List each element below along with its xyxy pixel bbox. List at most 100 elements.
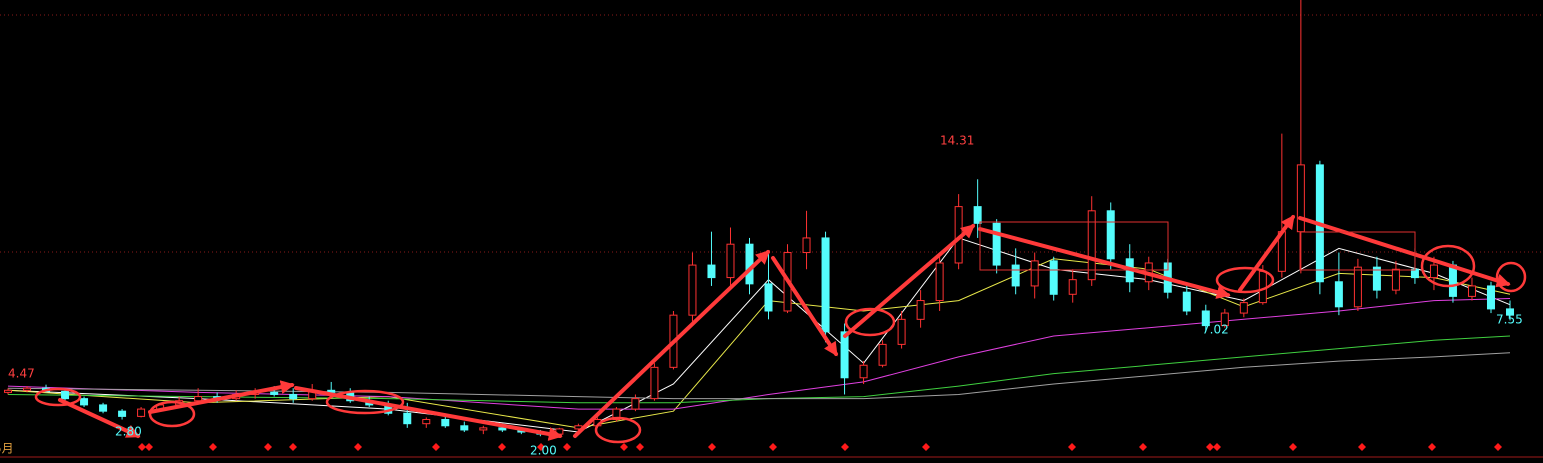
price-label: 7.02 [1202, 323, 1229, 337]
candle-body [4, 389, 12, 393]
candle-body [859, 364, 868, 379]
signal-diamond [209, 443, 217, 451]
candle-body [23, 387, 32, 391]
arrow [294, 386, 563, 441]
candle-body [555, 428, 564, 435]
candle-body [802, 237, 811, 254]
candle-body [764, 283, 773, 312]
highlight-ellipse [325, 389, 405, 415]
highlight-ellipse [844, 307, 896, 337]
arrow [573, 250, 771, 438]
candle-body [745, 243, 754, 285]
candle-body [137, 408, 146, 417]
candle-body [1011, 264, 1020, 287]
annotations [34, 214, 1527, 444]
candle-body [1239, 302, 1248, 314]
arrow [58, 398, 141, 438]
candle-body [897, 318, 906, 345]
candle-body [1220, 312, 1229, 327]
candle-body [631, 398, 640, 410]
signal-diamond [1139, 443, 1147, 451]
signal-diamond [354, 443, 362, 451]
candle-body [1049, 260, 1058, 295]
candle-body [118, 410, 127, 417]
candle-body [1372, 266, 1381, 291]
candle-body [612, 408, 621, 421]
candle-body [99, 404, 108, 412]
arrow [148, 380, 295, 414]
signal-diamond [769, 443, 777, 451]
candle-body [270, 391, 279, 395]
signal-diamond [1289, 443, 1297, 451]
candle-body [1506, 308, 1514, 316]
signal-diamond [708, 443, 716, 451]
signal-diamond [841, 443, 849, 451]
signal-diamond [1494, 443, 1502, 451]
price-label: 4.47 [8, 367, 35, 381]
candle-body [1030, 260, 1039, 287]
price-label: 14.31 [940, 134, 974, 148]
candle-body [422, 419, 431, 425]
signal-diamond [1358, 443, 1366, 451]
ma-line [7, 298, 1511, 410]
signal-diamond [1428, 443, 1436, 451]
range-box [1299, 231, 1416, 271]
signal-diamond [264, 443, 272, 451]
ma-line [7, 335, 1511, 404]
candle-body [1106, 210, 1115, 260]
candle-body [1068, 279, 1077, 295]
arrow [843, 224, 976, 338]
candle-body [935, 262, 944, 302]
candle-body [479, 427, 488, 431]
signal-diamond [1213, 443, 1221, 451]
signal-diamond [922, 443, 930, 451]
candle-body [916, 300, 925, 320]
candle-body [973, 206, 982, 224]
signal-diamond [537, 443, 545, 451]
candle-body [1448, 264, 1457, 297]
signal-diamond [432, 443, 440, 451]
candle-body [688, 264, 697, 316]
signal-diamond [289, 443, 297, 451]
candle-body [840, 331, 849, 379]
signal-diamond [1068, 443, 1076, 451]
candle-body [194, 396, 203, 402]
candle-body [1467, 285, 1476, 297]
signal-diamond [563, 443, 571, 451]
candle-body [1486, 285, 1495, 310]
signal-diamond [145, 443, 153, 451]
candle-body [403, 412, 412, 425]
candle-body [80, 398, 89, 406]
candle-body [498, 427, 507, 431]
candle-body [1182, 291, 1191, 312]
candle-body [1391, 268, 1400, 291]
month-label: 5月 [0, 442, 14, 456]
price-label: 2.00 [530, 444, 557, 458]
candle-body [1429, 264, 1438, 279]
highlight-ellipse [34, 387, 82, 407]
candle-body [61, 390, 70, 400]
candle-body [726, 243, 735, 279]
candle-body [992, 222, 1001, 266]
arrow [1238, 214, 1295, 292]
price-label: 7.55 [1496, 313, 1523, 327]
highlight-ellipse [1420, 244, 1476, 288]
signal-diamond [498, 443, 506, 451]
candle-body [441, 419, 450, 427]
signal-diamond [1206, 443, 1214, 451]
highlight-ellipse [1495, 261, 1527, 293]
candle-body [821, 237, 830, 333]
candle-body [878, 343, 887, 366]
highlight-ellipse [148, 400, 196, 428]
arrow [771, 256, 838, 357]
price-label: 2.80 [115, 425, 142, 439]
candle-body [1296, 164, 1305, 233]
signal-diamond [620, 443, 628, 451]
candle-body [1201, 310, 1210, 327]
range-box [979, 221, 1169, 271]
ma-line [7, 352, 1511, 400]
signal-diamond [138, 443, 146, 451]
candle-body [650, 366, 659, 400]
candle-body [289, 393, 298, 400]
